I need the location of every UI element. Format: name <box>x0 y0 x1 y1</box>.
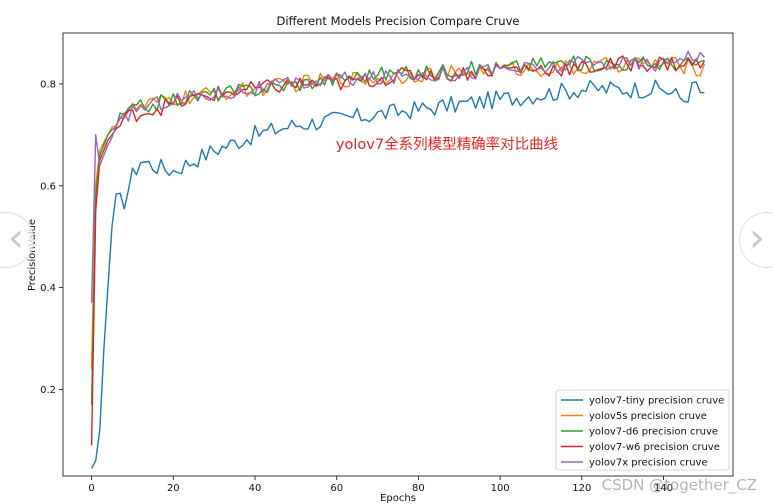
plot-lines <box>90 50 706 469</box>
legend-label: yolov7-tiny precision cruve <box>589 396 724 407</box>
y-axis-label: PrecisionValue <box>27 219 38 291</box>
chart-annotation: yolov7全系列模型精确率对比曲线 <box>336 135 558 153</box>
series-line <box>90 56 706 370</box>
x-tick-label: 80 <box>412 483 425 494</box>
x-tick-label: 20 <box>167 483 180 494</box>
series-line <box>90 55 705 405</box>
x-tick-label: 140 <box>654 483 673 494</box>
legend-label: yolov7-d6 precision cruve <box>589 427 718 438</box>
legend-box <box>555 389 730 471</box>
x-tick-label: 0 <box>88 483 94 494</box>
y-tick-label: 0.4 <box>40 283 56 294</box>
y-tick-label: 0.6 <box>40 181 56 192</box>
legend: yolov7-tiny precision cruve yolov5s preci… <box>555 389 730 471</box>
series-line <box>90 50 705 303</box>
legend-label: yolov5s precision cruve <box>589 411 707 422</box>
legend-label: yolov7-w6 precision cruve <box>589 442 720 453</box>
plot-frame <box>62 32 734 477</box>
chevron-right-icon[interactable]: › <box>739 212 773 268</box>
y-tick-label: 0.2 <box>40 385 56 396</box>
chart-title: Different Models Precision Compare Cruve <box>277 14 520 28</box>
y-axis: 0.2 0.4 0.6 0.8 <box>40 79 63 396</box>
legend-label: yolov7x precision cruve <box>589 458 708 469</box>
x-axis-label: Epochs <box>380 493 416 504</box>
x-tick-label: 120 <box>572 483 591 494</box>
x-tick-label: 40 <box>249 483 262 494</box>
series-line <box>90 79 705 469</box>
x-axis: 0 20 40 60 80 100 120 140 <box>88 476 673 494</box>
x-tick-label: 100 <box>491 483 510 494</box>
watermark: CSDN @together_CZ <box>601 476 757 494</box>
x-tick-label: 60 <box>330 483 343 494</box>
y-tick-label: 0.8 <box>40 79 56 90</box>
